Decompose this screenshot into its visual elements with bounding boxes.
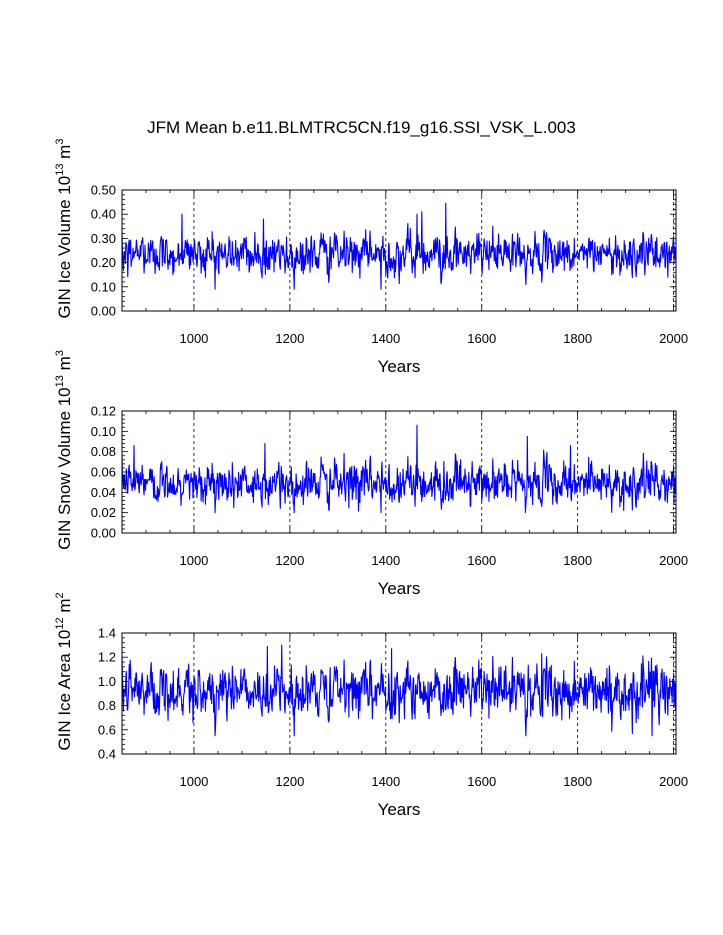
y-axis-title-main: GIN Ice Area 10 [55,630,74,751]
series-line-ice-volume [121,202,677,290]
x-tick-label-1200: 1200 [275,331,304,346]
x-tick-label-2000: 2000 [659,331,688,346]
x-tick-label-1800: 1800 [563,331,592,346]
x-tick-label-1800: 1800 [563,553,592,568]
x-tick-label-1400: 1400 [371,553,400,568]
series-line-ice-area [121,644,677,737]
plot-frame [121,632,677,755]
x-tick-label-1600: 1600 [467,331,496,346]
x-tick-label-1800: 1800 [563,774,592,789]
x-tick-label-2000: 2000 [659,774,688,789]
y-tick-label: 0.04 [91,485,116,500]
x-axis-title: Years [378,357,421,376]
y-axis-title-main: GIN Ice Volume 10 [55,176,74,319]
y-axis-title: GIN Ice Area 1012 m2 [54,592,74,750]
y-axis-title-unit-exponent: 2 [54,592,66,598]
x-tick-label-2000: 2000 [659,553,688,568]
y-tick-label: 0.20 [91,255,116,270]
y-tick-label: 0.06 [91,465,116,480]
y-axis-title-main: GIN Snow Volume 10 [55,387,74,550]
y-tick-label: 0.12 [91,404,116,419]
y-axis-title-exponent: 13 [54,164,66,176]
y-tick-label: 0.6 [98,722,116,737]
chart-panel-snow-volume: 0.00 0.02 0.04 0.06 0.08 0.10 0.12 1000 1200 1400… [54,350,688,598]
y-tick-label: 0.00 [91,304,116,319]
x-tick-label-1600: 1600 [467,774,496,789]
y-tick-label: 0.00 [91,526,116,541]
y-tick-label: 0.40 [91,207,116,222]
page-title: JFM Mean b.e11.BLMTRC5CN.f19_g16.SSI_VSK… [147,118,576,137]
plot-frame [121,189,677,312]
y-axis-title-exponent: 13 [54,375,66,387]
y-tick-label: 1.4 [98,626,116,641]
x-tick-label-1200: 1200 [275,553,304,568]
y-tick-label: 1.0 [98,674,116,689]
x-tick-label-1000: 1000 [179,774,208,789]
y-axis-title-unit-exponent: 3 [54,350,66,356]
chart-panel-ice-volume: 0.00 0.10 0.20 0.30 0.40 0.50 1000 1200 1400 1600… [54,139,688,376]
plot-frame [121,410,677,534]
y-tick-label: 0.4 [98,747,116,762]
y-tick-label: 0.02 [91,505,116,520]
y-tick-label: 0.8 [98,698,116,713]
y-axis-title-exponent: 12 [54,617,66,629]
y-axis-title-unit: m [55,356,74,375]
y-tick-label: 0.10 [91,279,116,294]
y-axis-title-unit: m [55,599,74,618]
y-tick-label: 0.10 [91,424,116,439]
series-line-snow-volume [121,424,677,514]
x-tick-label-1000: 1000 [179,331,208,346]
x-tick-label-1000: 1000 [179,553,208,568]
chart-panel-ice-area: 0.4 0.6 0.8 1.0 1.2 1.4 1000 1200 1400 1600 1800 20… [54,592,688,819]
x-tick-label-1400: 1400 [371,331,400,346]
x-tick-label-1400: 1400 [371,774,400,789]
x-tick-label-1200: 1200 [275,774,304,789]
y-axis-title: GIN Snow Volume 1013 m3 [54,350,74,550]
y-tick-label: 0.30 [91,231,116,246]
y-tick-label: 0.08 [91,444,116,459]
y-axis-title-unit-exponent: 3 [54,139,66,145]
x-tick-label-1600: 1600 [467,553,496,568]
y-axis-title-unit: m [55,145,74,164]
y-tick-label: 0.50 [91,183,116,198]
x-axis-title: Years [378,579,421,598]
x-axis-title: Years [378,800,421,819]
y-axis-title: GIN Ice Volume 1013 m3 [54,139,74,319]
y-tick-label: 1.2 [98,650,116,665]
